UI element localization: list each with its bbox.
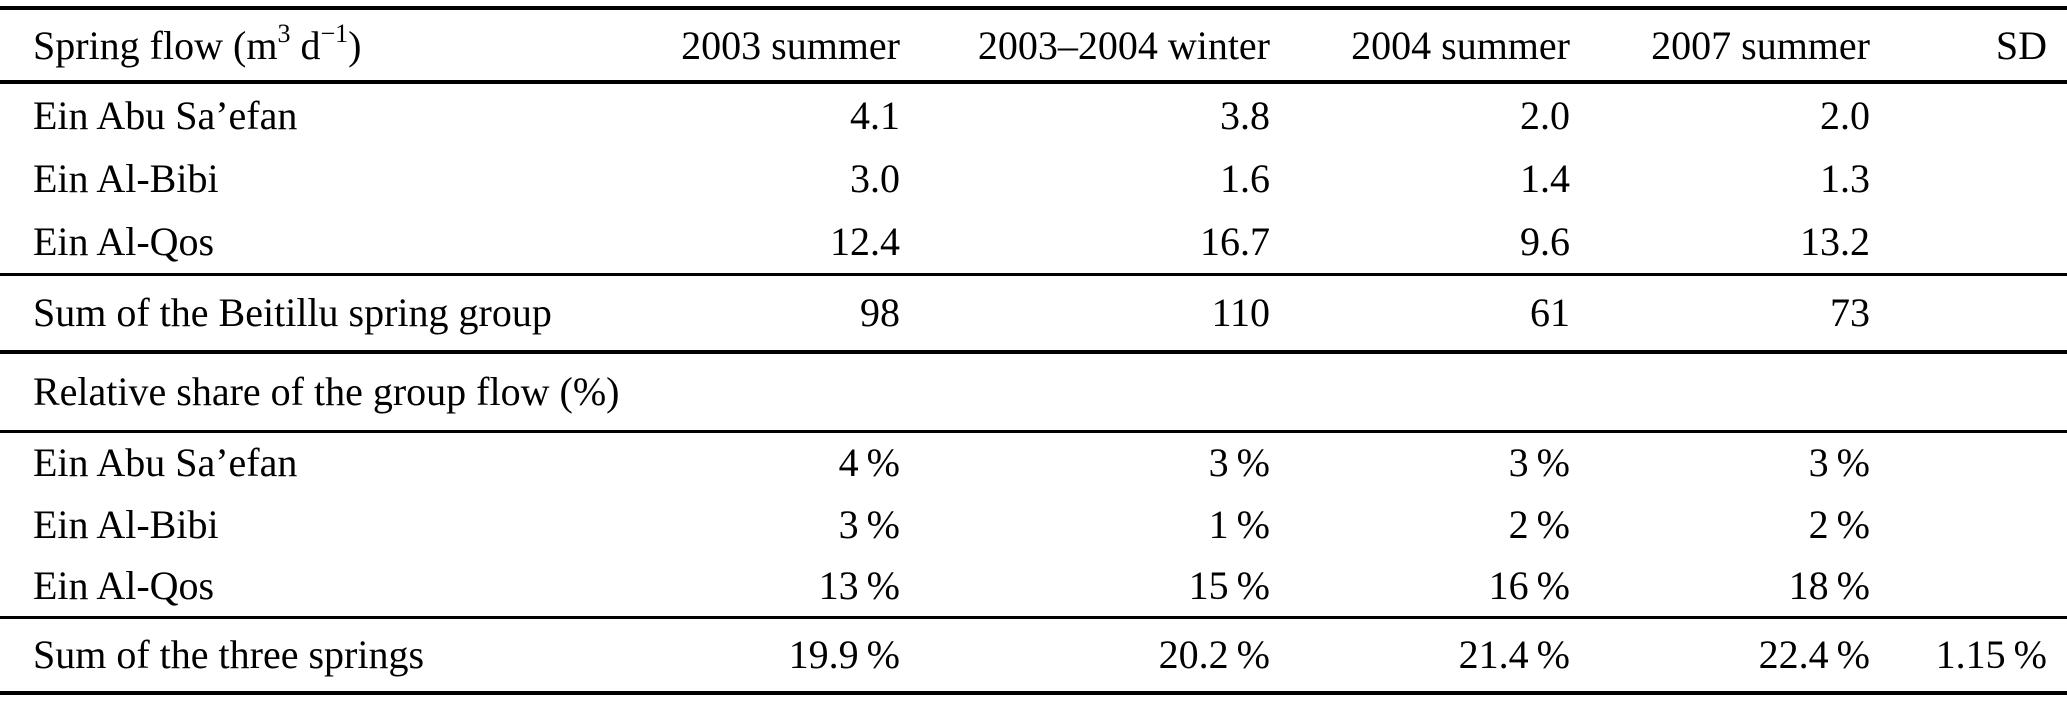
cell-value: 3.8: [1220, 92, 1270, 138]
column-header-2003-summer: 2003 summer: [681, 22, 900, 68]
header-row: Spring flow (m3 d−1) 2003 summer 2003–20…: [0, 8, 2067, 82]
column-header-spring-flow: Spring flow (m3 d−1): [0, 8, 640, 82]
cell-value: 21.4 %: [1458, 632, 1570, 678]
cell-value: 1 %: [1208, 501, 1270, 547]
cell-value: 73: [1830, 290, 1870, 336]
row-label: Ein Al-Bibi: [33, 155, 219, 201]
unit-d-text: d: [290, 22, 321, 68]
row-ein-abu-saefan-flow: Ein Abu Sa’efan 4.1 3.8 2.0 2.0: [0, 82, 2067, 146]
cell-value: [1870, 274, 2067, 352]
row-label: Sum of the three springs: [33, 632, 425, 678]
section-header: Relative share of the group flow (%): [33, 369, 620, 415]
cell-value: 1.3: [1820, 155, 1870, 201]
cell-value: 4 %: [838, 440, 900, 486]
cell-value: 2 %: [1808, 501, 1870, 547]
cell-value: 2.0: [1520, 92, 1570, 138]
cell-value: 16.7: [1200, 218, 1270, 264]
cell-value: 16 %: [1488, 562, 1570, 608]
row-label: Sum of the Beitillu spring group: [33, 290, 552, 336]
cell-value: 1.15 %: [1935, 632, 2047, 678]
cell-value: 3 %: [1808, 440, 1870, 486]
row-label: Ein Al-Qos: [33, 218, 215, 264]
cell-value: 20.2 %: [1158, 632, 1270, 678]
row-ein-al-qos-share: Ein Al-Qos 13 % 15 % 16 % 18 %: [0, 555, 2067, 617]
cell-value: [1870, 146, 2067, 210]
cell-value: 3 %: [1208, 440, 1270, 486]
cell-value: 98: [860, 290, 900, 336]
cell-value: 4.1: [850, 92, 900, 138]
cell-value: 3 %: [1508, 440, 1570, 486]
cell-value: [1870, 82, 2067, 146]
minus-one-superscript: −1: [320, 19, 349, 49]
column-header-sd: SD: [1995, 22, 2047, 68]
close-paren-text: ): [348, 22, 362, 68]
row-sum-three-springs: Sum of the three springs 19.9 % 20.2 % 2…: [0, 617, 2067, 693]
row-label: Ein Al-Qos: [33, 562, 215, 608]
column-header-2007-summer: 2007 summer: [1651, 22, 1870, 68]
row-ein-abu-saefan-share: Ein Abu Sa’efan 4 % 3 % 3 % 3 %: [0, 431, 2067, 493]
cell-value: [1870, 493, 2067, 555]
cubed-superscript: 3: [277, 19, 291, 49]
cell-value: 3 %: [838, 501, 900, 547]
cell-value: 18 %: [1788, 562, 1870, 608]
cell-value: [1870, 431, 2067, 493]
cell-value: 13.2: [1800, 218, 1870, 264]
cell-value: 13 %: [818, 562, 900, 608]
row-label: Ein Abu Sa’efan: [33, 440, 298, 486]
cell-value: 2.0: [1820, 92, 1870, 138]
column-header-2004-summer: 2004 summer: [1351, 22, 1570, 68]
row-sum-beitillu-group: Sum of the Beitillu spring group 98 110 …: [0, 274, 2067, 352]
column-header-2003-2004-winter: 2003–2004 winter: [977, 22, 1270, 68]
cell-value: 3.0: [850, 155, 900, 201]
cell-value: 15 %: [1188, 562, 1270, 608]
cell-value: 12.4: [830, 218, 900, 264]
spring-flow-text: Spring flow (m: [33, 22, 278, 68]
cell-value: 19.9 %: [788, 632, 900, 678]
cell-value: 22.4 %: [1758, 632, 1870, 678]
cell-value: 1.6: [1220, 155, 1270, 201]
cell-value: 1.4: [1520, 155, 1570, 201]
cell-value: [1870, 555, 2067, 617]
row-label: Ein Al-Bibi: [33, 501, 219, 547]
row-ein-al-qos-flow: Ein Al-Qos 12.4 16.7 9.6 13.2: [0, 210, 2067, 274]
cell-value: 110: [1211, 290, 1270, 336]
cell-value: 2 %: [1508, 501, 1570, 547]
row-ein-al-bibi-flow: Ein Al-Bibi 3.0 1.6 1.4 1.3: [0, 146, 2067, 210]
row-section-relative-share: Relative share of the group flow (%): [0, 352, 2067, 431]
cell-value: 61: [1530, 290, 1570, 336]
row-ein-al-bibi-share: Ein Al-Bibi 3 % 1 % 2 % 2 %: [0, 493, 2067, 555]
cell-value: [1870, 210, 2067, 274]
row-label: Ein Abu Sa’efan: [33, 92, 298, 138]
spring-flow-table: Spring flow (m3 d−1) 2003 summer 2003–20…: [0, 6, 2067, 695]
cell-value: 9.6: [1520, 218, 1570, 264]
